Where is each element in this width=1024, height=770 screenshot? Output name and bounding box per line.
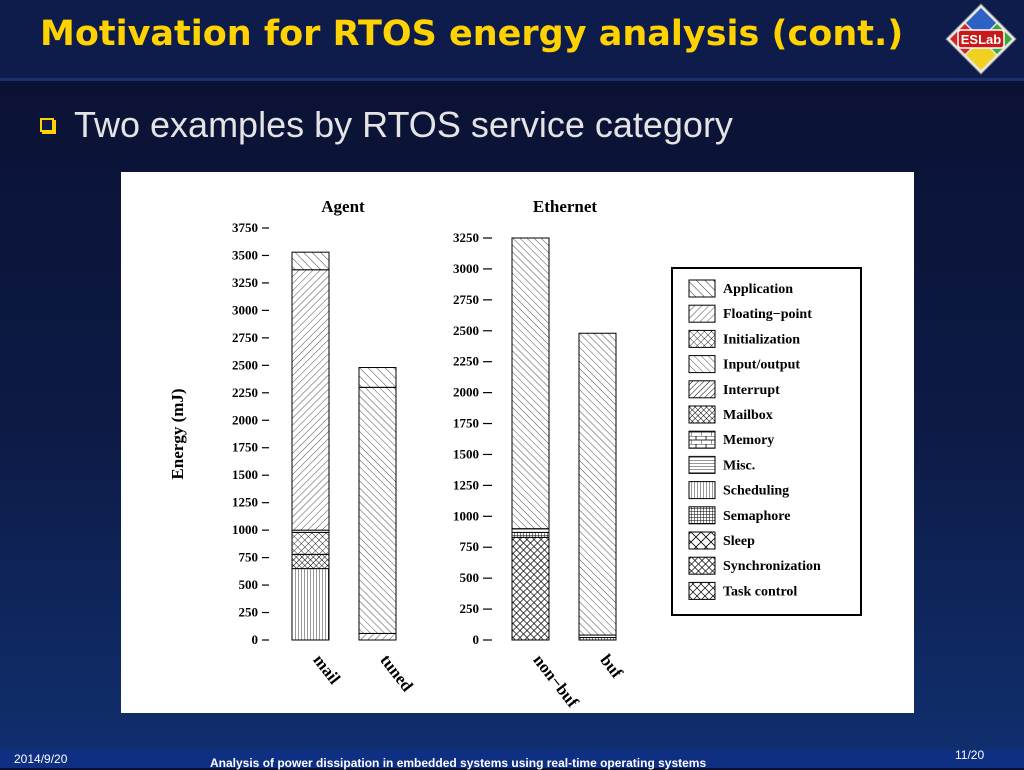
legend-swatch (688, 481, 716, 500)
y-tick-label: 1500 (232, 467, 258, 482)
bar-segment-input-output (511, 237, 550, 530)
chart-figure: Agent 0 250 500 750 1000 1250 1500 1750 2000 2250 2… (121, 172, 914, 713)
x-category-label: mail (309, 651, 344, 688)
y-tick-label: 1000 (453, 508, 479, 523)
legend-label: Synchronization (723, 559, 821, 574)
chart-title: Agent (321, 197, 365, 216)
legend-label: Task control (723, 584, 797, 599)
y-tick-label: 750 (460, 539, 480, 554)
y-tick-label: 500 (460, 570, 480, 585)
y-tick-label: 2750 (453, 292, 479, 307)
y-tick-label: 0 (473, 632, 480, 647)
legend-swatch (688, 581, 716, 600)
y-tick-label: 1750 (232, 440, 258, 455)
legend-swatch (688, 279, 716, 298)
legend-label: Initialization (723, 332, 800, 347)
bar-segment-application (358, 367, 397, 388)
bar-segment-mailbox (291, 553, 330, 570)
legend-swatch (688, 355, 716, 374)
legend-swatch (688, 455, 716, 474)
y-tick-label: 500 (239, 577, 259, 592)
slide-title: Motivation for RTOS energy analysis (con… (40, 14, 904, 54)
legend-swatch (688, 531, 716, 550)
bar-segment-scheduling (291, 568, 330, 641)
legend-label: Sleep (723, 534, 755, 549)
title-bar: Motivation for RTOS energy analysis (con… (0, 0, 1024, 81)
bar-segment-semaphore (511, 531, 550, 538)
bar-segment-input-output (578, 332, 617, 636)
chart-title: Ethernet (533, 197, 598, 216)
y-tick-label: 1250 (453, 477, 479, 492)
x-category-label: buf (596, 651, 626, 682)
y-tick-label: 3750 (232, 220, 258, 235)
bar-segment-misc- (511, 528, 550, 533)
footer-page-number: 11/20 (955, 748, 985, 762)
legend-label: Mailbox (723, 408, 773, 423)
y-tick-label: 250 (239, 605, 259, 620)
footer-title: Analysis of power dissipation in embedde… (210, 756, 707, 770)
y-tick-label: 250 (460, 601, 480, 616)
y-tick-label: 3000 (232, 302, 258, 317)
y-tick-label: 2750 (232, 330, 258, 345)
square-bullet-icon (40, 118, 54, 132)
bar-segment-synchronization (511, 536, 550, 641)
footer-date: 2014/9/20 (14, 752, 68, 766)
y-tick-label: 2250 (232, 385, 258, 400)
legend-label: Floating−point (723, 307, 812, 322)
legend-swatch (688, 380, 716, 399)
bar-segment-floating-point (358, 632, 397, 641)
y-tick-label: 1750 (453, 416, 479, 431)
legend-label: Memory (723, 433, 774, 448)
bar-segment-application (291, 251, 330, 271)
y-tick-label: 3250 (453, 230, 479, 245)
logo-text: ESLab (961, 32, 1002, 47)
legend-swatch (688, 405, 716, 424)
y-tick-label: 1500 (453, 446, 479, 461)
y-tick-label: 0 (252, 632, 259, 647)
legend-swatch (688, 430, 716, 449)
legend-label: Interrupt (723, 383, 780, 398)
y-tick-label: 2500 (453, 323, 479, 338)
y-tick-label: 2000 (453, 385, 479, 400)
y-axis-label: Energy (mJ) (168, 388, 187, 479)
chart-canvas: Agent 0 250 500 750 1000 1250 1500 1750 2000 2250 2… (168, 197, 862, 712)
legend-swatch (688, 304, 716, 323)
y-tick-label: 750 (239, 550, 259, 565)
legend-label: Misc. (723, 458, 755, 473)
bar-segment-input-output (358, 386, 397, 634)
y-tick-label: 2000 (232, 412, 258, 427)
footer-bar (0, 750, 1024, 768)
legend-label: Application (723, 282, 793, 297)
legend-swatch (688, 556, 716, 575)
y-tick-label: 2500 (232, 357, 258, 372)
legend-swatch (688, 506, 716, 525)
bar-segment-floating-point (291, 269, 330, 531)
eslab-logo: ESLab (945, 3, 1017, 75)
legend-label: Input/output (723, 358, 800, 373)
legend-label: Semaphore (723, 509, 790, 524)
y-tick-label: 3500 (232, 247, 258, 262)
x-category-label: tuned (376, 651, 417, 696)
y-tick-label: 2250 (453, 354, 479, 369)
bar-segment-initialization (291, 531, 330, 555)
y-tick-label: 1250 (232, 495, 258, 510)
legend-label: Scheduling (723, 484, 789, 499)
y-tick-label: 3250 (232, 275, 258, 290)
legend-swatch (688, 329, 716, 348)
bullet-item: Two examples by RTOS service category (40, 104, 733, 146)
bullet-text: Two examples by RTOS service category (74, 104, 733, 145)
x-category-label: non−buf (529, 651, 582, 712)
y-tick-label: 1000 (232, 522, 258, 537)
y-tick-label: 3000 (453, 261, 479, 276)
